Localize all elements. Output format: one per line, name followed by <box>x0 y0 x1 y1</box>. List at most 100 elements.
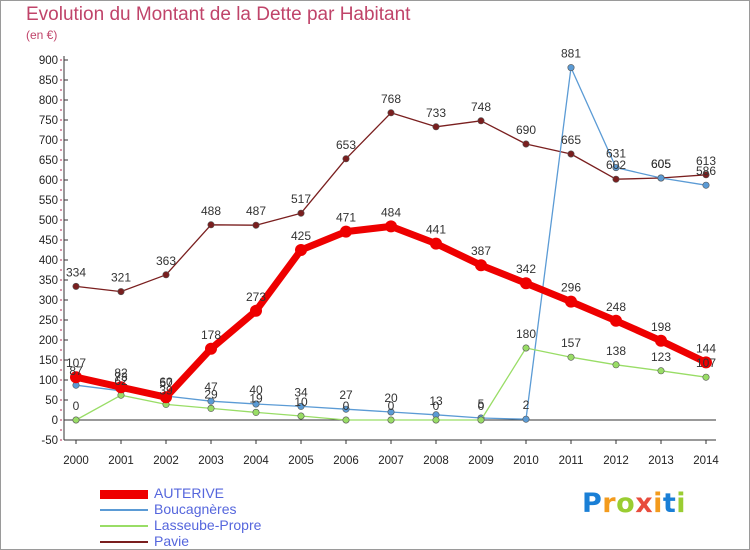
data-label: 20 <box>384 391 398 405</box>
y-tick-label: 550 <box>39 195 58 207</box>
brand-letter: P <box>582 488 603 519</box>
data-label: 2 <box>523 398 530 412</box>
data-point <box>340 225 352 238</box>
data-label: 605 <box>651 157 671 171</box>
data-point <box>72 416 80 424</box>
y-minor-mark <box>60 419 62 421</box>
y-minor-mark <box>60 229 62 231</box>
data-label: 484 <box>381 205 401 219</box>
data-point <box>657 174 665 182</box>
data-point <box>477 416 485 424</box>
data-point <box>252 221 260 229</box>
y-tick-label: 900 <box>39 55 58 67</box>
data-point <box>117 288 125 296</box>
data-point <box>342 155 350 163</box>
y-minor-mark <box>60 259 62 261</box>
series-layer <box>70 64 712 424</box>
y-minor-mark <box>60 359 62 361</box>
y-tick-label: 750 <box>39 115 58 127</box>
x-tick-label: 2006 <box>333 455 359 467</box>
data-label: 387 <box>471 244 491 258</box>
y-minor-mark <box>60 59 62 61</box>
data-point <box>522 415 530 423</box>
data-label: 87 <box>69 364 83 378</box>
y-minor-mark <box>60 399 62 401</box>
y-tick-label: 350 <box>39 275 58 287</box>
legend-label: Pavie <box>154 533 190 549</box>
data-label: 471 <box>336 211 356 225</box>
chart-title: Evolution du Montant de la Dette par Hab… <box>26 4 411 25</box>
x-tick-label: 2001 <box>108 455 134 467</box>
data-point <box>657 367 665 375</box>
data-point <box>387 416 395 424</box>
y-tick-label: 850 <box>39 75 58 87</box>
y-minor-mark <box>60 439 62 441</box>
data-label: 10 <box>294 395 308 409</box>
data-label: 363 <box>156 254 176 268</box>
data-label: 586 <box>696 164 716 178</box>
data-label: 47 <box>204 380 218 394</box>
data-point <box>565 295 577 308</box>
brand-letter: o <box>616 488 636 519</box>
y-tick-label: 500 <box>39 215 58 227</box>
y-minor-mark <box>60 179 62 181</box>
data-point <box>520 277 532 290</box>
legend-swatch <box>100 541 148 543</box>
data-label: 690 <box>516 123 536 137</box>
data-label: 768 <box>381 92 401 106</box>
data-point <box>700 356 712 369</box>
data-label: 39 <box>159 383 173 397</box>
data-point <box>342 405 350 413</box>
brand-letter: i <box>653 488 663 519</box>
y-minor-mark <box>60 369 62 371</box>
data-label: 13 <box>429 394 443 408</box>
data-label: 180 <box>516 327 536 341</box>
data-point <box>205 342 217 355</box>
data-label: 425 <box>291 229 311 243</box>
y-tick-label: 200 <box>39 335 58 347</box>
y-minor-mark <box>60 249 62 251</box>
y-minor-mark <box>60 89 62 91</box>
data-label: 29 <box>204 387 218 401</box>
data-label: 881 <box>561 47 581 61</box>
data-label: 19 <box>249 391 263 405</box>
data-point <box>207 397 215 405</box>
data-point <box>72 282 80 290</box>
data-label: 487 <box>246 204 266 218</box>
data-point <box>387 109 395 117</box>
data-label: 0 <box>433 399 440 413</box>
y-minor-mark <box>60 409 62 411</box>
data-label: 107 <box>66 356 86 370</box>
data-point <box>297 209 305 217</box>
y-minor-mark <box>60 379 62 381</box>
data-label: 273 <box>246 290 266 304</box>
data-label: 62 <box>114 374 128 388</box>
y-tick-label: 300 <box>39 295 58 307</box>
y-minor-mark <box>60 119 62 121</box>
data-label: 488 <box>201 204 221 218</box>
axes: -500501001502002503003504004505005506006… <box>39 55 720 467</box>
y-tick-label: 250 <box>39 315 58 327</box>
data-label: 334 <box>66 265 86 279</box>
x-tick-label: 2010 <box>513 455 539 467</box>
data-label: 57 <box>159 376 173 390</box>
y-tick-label: 450 <box>39 235 58 247</box>
y-minor-mark <box>60 139 62 141</box>
data-point <box>430 237 442 250</box>
data-point <box>385 220 397 233</box>
x-tick-label: 2014 <box>693 455 719 467</box>
data-label: 613 <box>696 154 716 168</box>
y-minor-mark <box>60 389 62 391</box>
y-tick-label: 150 <box>39 355 58 367</box>
data-point <box>207 404 215 412</box>
data-label: 34 <box>294 385 308 399</box>
y-minor-mark <box>60 99 62 101</box>
legend-label: Lasseube-Propre <box>154 517 262 533</box>
y-minor-mark <box>60 149 62 151</box>
brand-letter: i <box>676 488 687 519</box>
data-point <box>250 304 262 317</box>
brand-letter: t <box>662 488 677 519</box>
y-minor-mark <box>60 329 62 331</box>
x-tick-label: 2013 <box>648 455 674 467</box>
